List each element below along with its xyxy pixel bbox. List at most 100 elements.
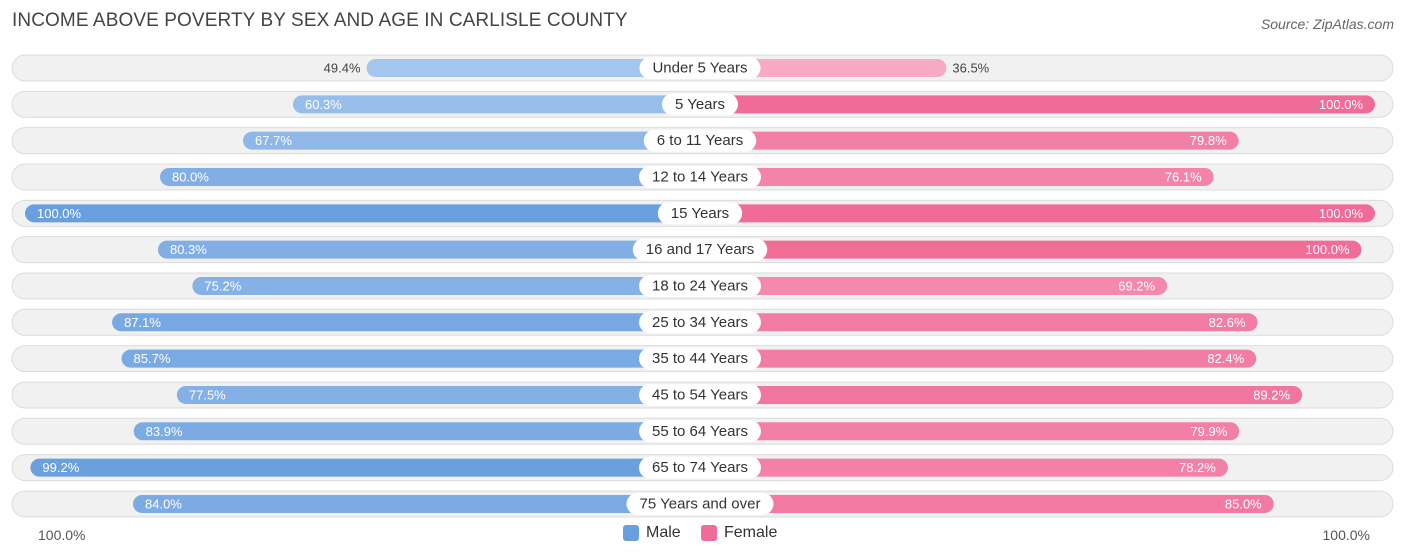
data-label-female: 76.1% bbox=[1165, 169, 1202, 184]
bar-chart: 49.4% 36.5% Under 5 Years 60.3% 100.0% 5 Year… bbox=[11, 54, 1394, 518]
data-label-male: 87.1% bbox=[124, 315, 161, 330]
category-pill bbox=[639, 347, 761, 370]
bar-female bbox=[700, 494, 1274, 513]
chart-title: INCOME ABOVE POVERTY BY SEX AND AGE IN C… bbox=[12, 10, 628, 31]
chart-row: 85.7% 82.4% 35 to 44 Years bbox=[11, 345, 1394, 373]
chart-row: 80.0% 76.1% 12 to 14 Years bbox=[11, 163, 1394, 191]
bar-male bbox=[30, 458, 700, 477]
bar-female bbox=[700, 276, 1168, 295]
bar-female bbox=[700, 131, 1239, 150]
data-label-male: 60.3% bbox=[305, 97, 342, 112]
data-label-female: 79.8% bbox=[1190, 133, 1227, 148]
chart-row: 67.7% 79.8% 6 to 11 Years bbox=[11, 127, 1394, 155]
data-label-female: 36.5% bbox=[952, 61, 989, 76]
category-pill bbox=[639, 383, 761, 406]
legend-item-female: Female bbox=[701, 524, 777, 542]
category-pill bbox=[639, 311, 761, 334]
category-pill bbox=[626, 492, 774, 515]
category-label: 12 to 14 Years bbox=[652, 168, 748, 185]
data-label-male: 83.9% bbox=[146, 424, 183, 439]
category-label: 15 Years bbox=[671, 205, 729, 222]
chart-row: 80.3% 100.0% 16 and 17 Years bbox=[11, 236, 1394, 264]
category-pill bbox=[657, 202, 743, 225]
data-label-male: 85.7% bbox=[134, 351, 171, 366]
data-label-female: 100.0% bbox=[1305, 242, 1350, 257]
bar-male bbox=[157, 240, 701, 259]
chart-row: 77.5% 89.2% 45 to 54 Years bbox=[11, 381, 1394, 409]
data-label-female: 89.2% bbox=[1253, 387, 1290, 402]
chart-row: 60.3% 100.0% 5 Years bbox=[11, 90, 1394, 118]
data-label-female: 100.0% bbox=[1319, 97, 1364, 112]
legend-label-male: Male bbox=[646, 524, 681, 541]
category-label: 55 to 64 Years bbox=[652, 423, 748, 440]
chart-row: 100.0% 100.0% 15 Years bbox=[11, 199, 1394, 227]
bar-male bbox=[121, 349, 700, 368]
chart-row: 75.2% 69.2% 18 to 24 Years bbox=[11, 272, 1394, 300]
category-pill bbox=[639, 57, 761, 79]
legend-item-male: Male bbox=[623, 524, 681, 542]
bar-female bbox=[700, 313, 1258, 332]
data-label-male: 67.7% bbox=[255, 133, 292, 148]
data-label-male: 77.5% bbox=[189, 387, 226, 402]
legend: 100.0% Male Female 100.0% bbox=[0, 522, 1406, 546]
category-label: 25 to 34 Years bbox=[652, 314, 748, 331]
data-label-male: 99.2% bbox=[42, 460, 79, 475]
category-label: 5 Years bbox=[675, 96, 725, 113]
bar-female bbox=[700, 240, 1362, 259]
bar-female bbox=[700, 458, 1228, 477]
category-label: 35 to 44 Years bbox=[652, 350, 748, 367]
chart-row: 83.9% 79.9% 55 to 64 Years bbox=[11, 417, 1394, 445]
chart-row: 49.4% 36.5% Under 5 Years bbox=[11, 54, 1394, 82]
category-pill bbox=[661, 93, 739, 116]
bar-female bbox=[700, 349, 1257, 368]
category-pill bbox=[632, 238, 768, 261]
data-label-male: 80.3% bbox=[170, 242, 207, 257]
legend-label-female: Female bbox=[724, 524, 778, 541]
category-pill bbox=[643, 129, 757, 152]
bar-female bbox=[700, 385, 1303, 404]
category-label: 6 to 11 Years bbox=[657, 132, 743, 149]
bar-female bbox=[700, 422, 1240, 441]
bar-male bbox=[243, 131, 700, 150]
chart-row: 99.2% 78.2% 65 to 74 Years bbox=[11, 454, 1394, 482]
data-label-female: 79.9% bbox=[1190, 424, 1227, 439]
category-pill bbox=[639, 274, 761, 297]
legend-swatch-male bbox=[623, 525, 639, 541]
chart-row: 84.0% 85.0% 75 Years and over bbox=[11, 490, 1394, 518]
data-label-male: 80.0% bbox=[172, 169, 209, 184]
legend-swatch-female bbox=[701, 525, 717, 541]
category-label: 45 to 54 Years bbox=[652, 386, 748, 403]
axis-right-label: 100.0% bbox=[1322, 527, 1370, 543]
data-label-male: 84.0% bbox=[145, 496, 182, 511]
bar-male bbox=[133, 494, 700, 513]
bar-male bbox=[133, 422, 701, 441]
data-label-female: 69.2% bbox=[1118, 278, 1155, 293]
data-label-male: 75.2% bbox=[204, 278, 241, 293]
data-label-female: 82.6% bbox=[1209, 315, 1246, 330]
axis-left-label: 100.0% bbox=[38, 527, 86, 543]
bar-male bbox=[176, 385, 700, 404]
data-label-female: 85.0% bbox=[1225, 496, 1262, 511]
bar-male bbox=[160, 167, 700, 186]
category-pill bbox=[639, 456, 761, 479]
bar-male bbox=[366, 59, 700, 77]
bar-male bbox=[25, 204, 700, 223]
data-label-female: 78.2% bbox=[1179, 460, 1216, 475]
bar-male bbox=[192, 276, 700, 295]
category-label: 75 Years and over bbox=[640, 495, 761, 512]
category-label: Under 5 Years bbox=[652, 60, 747, 77]
category-pill bbox=[639, 420, 761, 443]
bar-female bbox=[700, 95, 1375, 114]
bar-female bbox=[700, 59, 947, 77]
category-label: 65 to 74 Years bbox=[652, 459, 748, 476]
chart-row: 87.1% 82.6% 25 to 34 Years bbox=[11, 308, 1394, 336]
bar-male bbox=[292, 95, 700, 114]
bar-male bbox=[112, 313, 700, 332]
data-label-male: 49.4% bbox=[324, 61, 361, 76]
bar-female bbox=[700, 204, 1375, 223]
bar-female bbox=[700, 167, 1214, 186]
category-pill bbox=[639, 165, 761, 188]
chart-source: Source: ZipAtlas.com bbox=[1260, 16, 1394, 32]
data-label-male: 100.0% bbox=[37, 206, 82, 221]
data-label-female: 100.0% bbox=[1319, 206, 1364, 221]
